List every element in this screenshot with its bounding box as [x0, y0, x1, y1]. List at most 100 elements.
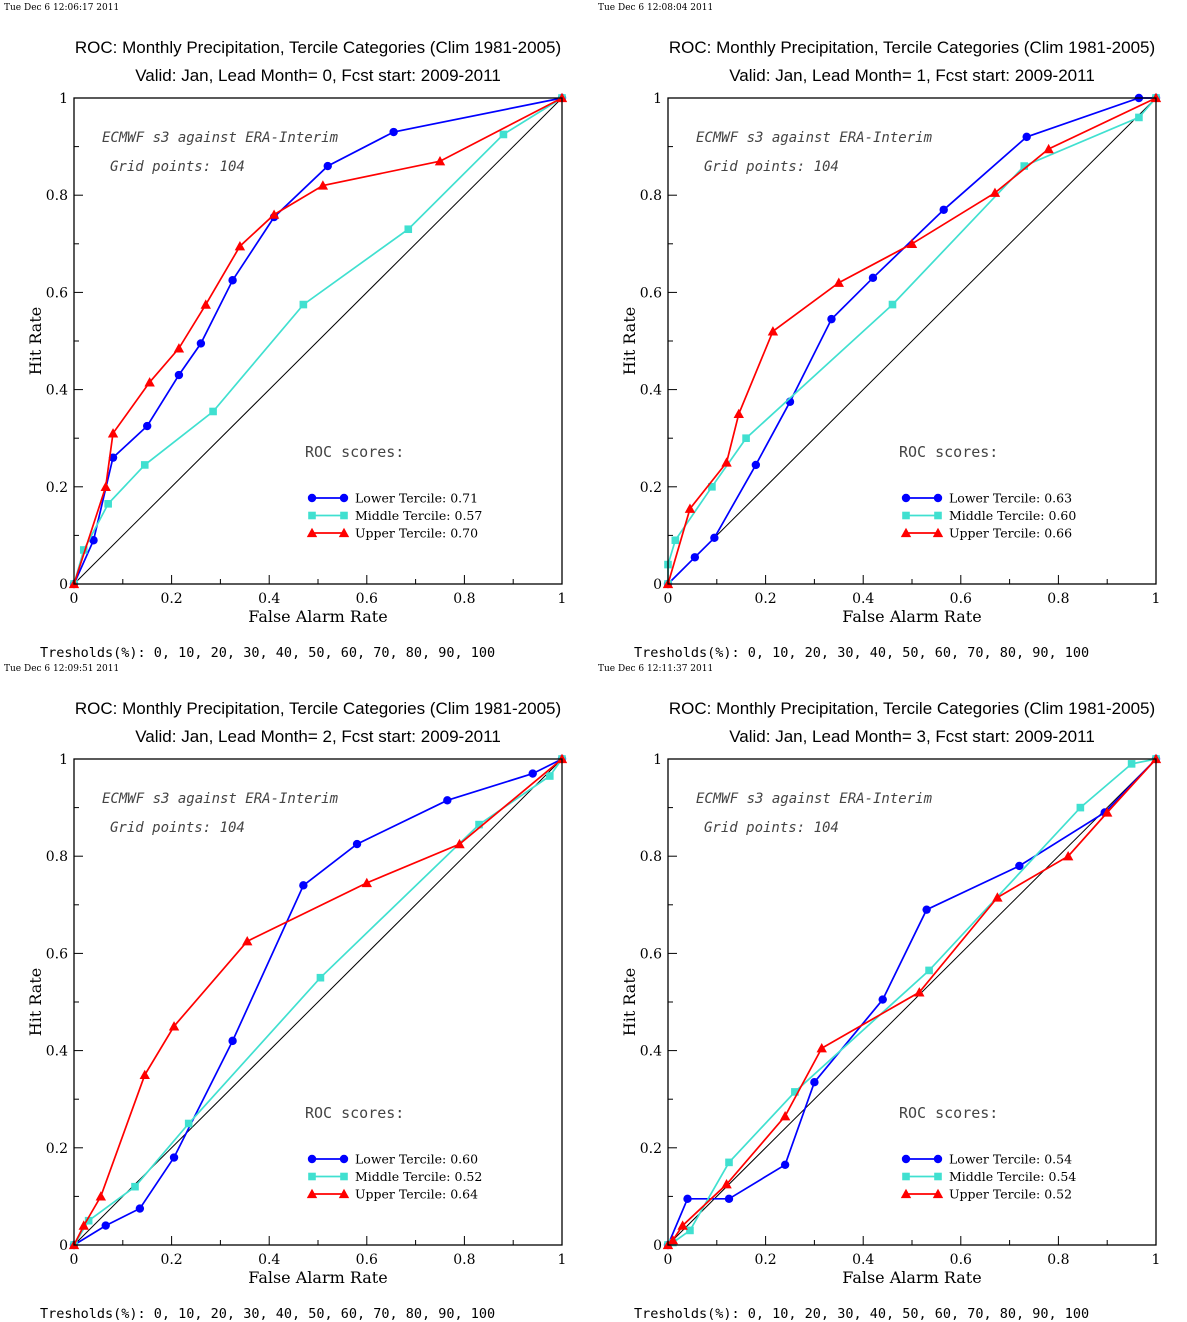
y-tick-label: 0.8 [46, 188, 68, 204]
data-point-square [1020, 162, 1029, 170]
y-tick-label: 0.6 [640, 285, 662, 301]
data-point-square [925, 966, 933, 975]
data-point-triangle [989, 187, 1001, 197]
model-annotation: ECMWF s3 against ERA-Interim [696, 791, 933, 807]
data-point-square [1135, 113, 1143, 122]
data-point-circle [135, 1204, 145, 1213]
x-tick-label: 0.2 [160, 1252, 182, 1268]
legend-marker-triangle [900, 1188, 912, 1199]
data-point-triangle [767, 326, 779, 336]
data-point-triangle [677, 1220, 688, 1230]
data-point-triangle [906, 238, 918, 248]
y-axis-label: Hit Rate [620, 968, 639, 1036]
legend-marker-circle [307, 1154, 317, 1164]
x-tick-label: 0.2 [160, 591, 182, 607]
y-tick-label: 0 [59, 577, 68, 593]
data-point-triangle [667, 1234, 679, 1245]
y-tick-label: 0.4 [640, 1044, 662, 1060]
chart-title: ROC: Monthly Precipitation, Tercile Cate… [75, 699, 561, 718]
data-point-circle [108, 453, 118, 462]
legend-entry: Middle Tercile: 0.52 [355, 1169, 482, 1184]
no-skill-diagonal [667, 758, 1157, 1246]
data-point-circle [174, 370, 184, 380]
series-line-square [73, 758, 563, 1246]
data-point-square [671, 536, 680, 545]
data-point-square [404, 225, 413, 234]
data-point-square [499, 130, 508, 139]
data-point-triangle [454, 838, 465, 849]
data-point-triangle [1043, 143, 1054, 154]
y-tick-label: 0.2 [640, 480, 662, 496]
data-point-circle [352, 839, 362, 849]
data-point-triangle [95, 1191, 107, 1201]
gridpoints-annotation: Grid points: 104 [704, 820, 839, 836]
x-tick-label: 0.8 [453, 591, 475, 607]
legend-marker-square [308, 511, 316, 520]
thresholds-text: Tresholds(%): 0, 10, 20, 30, 40, 50, 60,… [40, 645, 495, 661]
chart-title: ROC: Monthly Precipitation, Tercile Cate… [669, 38, 1155, 57]
thresholds-text: Tresholds(%): 0, 10, 20, 30, 40, 50, 60,… [634, 645, 1089, 661]
gridpoints-annotation: Grid points: 104 [110, 820, 245, 836]
x-tick-label: 1 [558, 591, 567, 607]
data-point-square [140, 461, 149, 469]
data-point-circle [780, 1160, 790, 1170]
x-tick-label: 0 [664, 591, 673, 607]
data-point-circle [1022, 132, 1031, 142]
legend-marker-circle [901, 1154, 911, 1164]
legend-entry: Lower Tercile: 0.63 [949, 491, 1072, 506]
legend-entry: Middle Tercile: 0.57 [355, 508, 482, 523]
data-point-square [686, 1226, 694, 1235]
legend-marker-square [902, 511, 910, 520]
data-point-circle [228, 1036, 237, 1046]
data-point-triangle [200, 299, 211, 309]
y-tick-label: 0.8 [640, 188, 662, 204]
data-point-triangle [168, 1021, 180, 1031]
data-point-circle [683, 1194, 692, 1204]
y-tick-label: 0.4 [46, 1044, 68, 1060]
data-point-triangle [992, 892, 1003, 902]
data-point-circle [196, 339, 206, 348]
y-axis-label: Hit Rate [620, 307, 639, 375]
data-point-square [1127, 760, 1136, 768]
y-tick-label: 0.2 [46, 1141, 68, 1157]
data-point-triangle [434, 155, 446, 166]
legend-title: ROC scores: [899, 443, 998, 461]
data-point-circle [89, 536, 98, 545]
legend-marker-triangle [338, 527, 350, 538]
y-tick-label: 0.6 [46, 285, 68, 301]
y-axis-label: Hit Rate [26, 307, 45, 375]
legend-marker-square [340, 511, 348, 520]
chart-subtitle: Valid: Jan, Lead Month= 0, Fcst start: 2… [135, 66, 501, 85]
y-tick-label: 0.2 [46, 480, 68, 496]
roc-chart-svg: Tue Dec 6 12:09:51 2011 ROC: Monthly Prec… [4, 664, 568, 1322]
gridpoints-annotation: Grid points: 104 [110, 159, 245, 175]
x-tick-label: 0.4 [852, 591, 874, 607]
data-point-circle [101, 1221, 110, 1230]
data-point-circle [751, 460, 761, 470]
data-point-triangle [317, 180, 329, 190]
legend-marker-square [934, 1172, 942, 1181]
data-point-triangle [107, 428, 119, 438]
timestamp: Tue Dec 6 12:09:51 2011 [4, 664, 119, 674]
data-point-circle [528, 769, 537, 778]
x-tick-label: 1 [1152, 591, 1161, 607]
chart-subtitle: Valid: Jan, Lead Month= 1, Fcst start: 2… [729, 66, 1095, 85]
roc-panel-lead-3: Tue Dec 6 12:11:37 2011 ROC: Monthly Prec… [594, 661, 1187, 1322]
legend-entry: Upper Tercile: 0.66 [949, 526, 1072, 541]
data-point-triangle [721, 1179, 732, 1189]
x-axis-label: False Alarm Rate [842, 1268, 981, 1287]
data-point-circle [1015, 861, 1024, 871]
data-point-circle [939, 205, 948, 214]
legend-marker-square [902, 1172, 910, 1181]
data-point-triangle [234, 241, 246, 251]
chart-title: ROC: Monthly Precipitation, Tercile Cate… [669, 699, 1155, 718]
data-point-triangle [361, 877, 372, 888]
legend-title: ROC scores: [899, 1104, 998, 1122]
data-point-square [708, 483, 716, 491]
x-tick-label: 0.6 [356, 591, 378, 607]
data-point-circle [323, 161, 332, 171]
data-point-square [888, 300, 897, 309]
data-point-circle [690, 553, 700, 562]
x-tick-label: 0.8 [453, 1252, 475, 1268]
legend-entry: Lower Tercile: 0.60 [355, 1152, 478, 1167]
